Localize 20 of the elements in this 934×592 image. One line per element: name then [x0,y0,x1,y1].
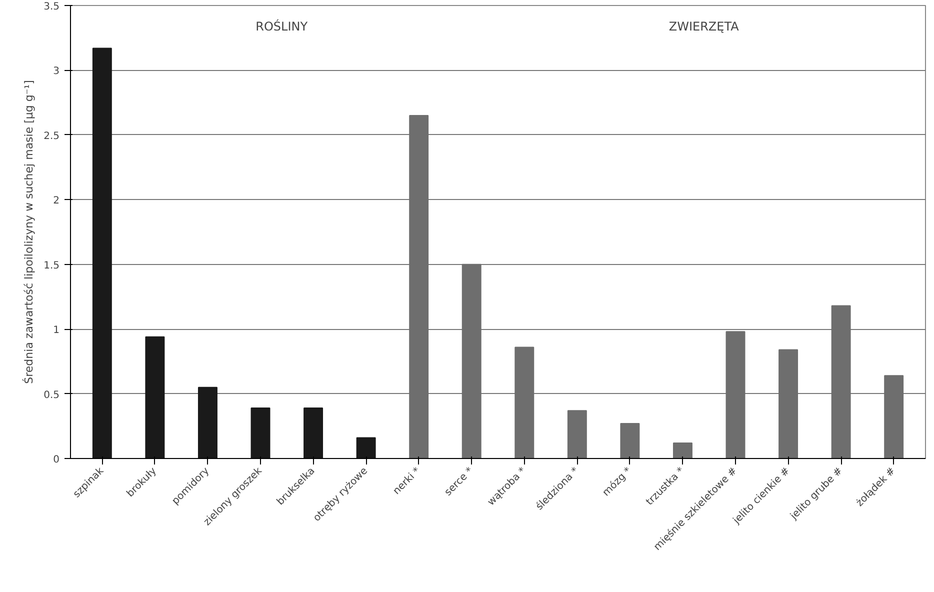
y-tick-label: 3 [53,66,60,78]
bar [145,336,165,458]
bar [356,437,376,458]
bar [304,408,324,458]
y-tick-label: 3.5 [44,2,60,12]
y-tick-label: 2.5 [44,130,60,142]
y-tick-label: 2 [53,196,60,207]
annotation: ROŚLINY [256,18,308,34]
bar [250,408,270,458]
y-tick-label: 0.5 [44,390,60,401]
y-tick-label: 1.5 [44,260,60,272]
bar [92,48,112,458]
bar [620,423,640,458]
y-tick-label: 1 [53,325,60,336]
y-tick-label: 0 [53,454,60,466]
y-axis-title: Średnia zawartość lipoilolizyny w suchej masie [µg g⁻¹] [22,80,36,384]
bar [198,386,218,458]
bar [672,442,692,458]
bar [567,410,587,458]
annotation: ZWIERZĘTA [668,20,740,34]
